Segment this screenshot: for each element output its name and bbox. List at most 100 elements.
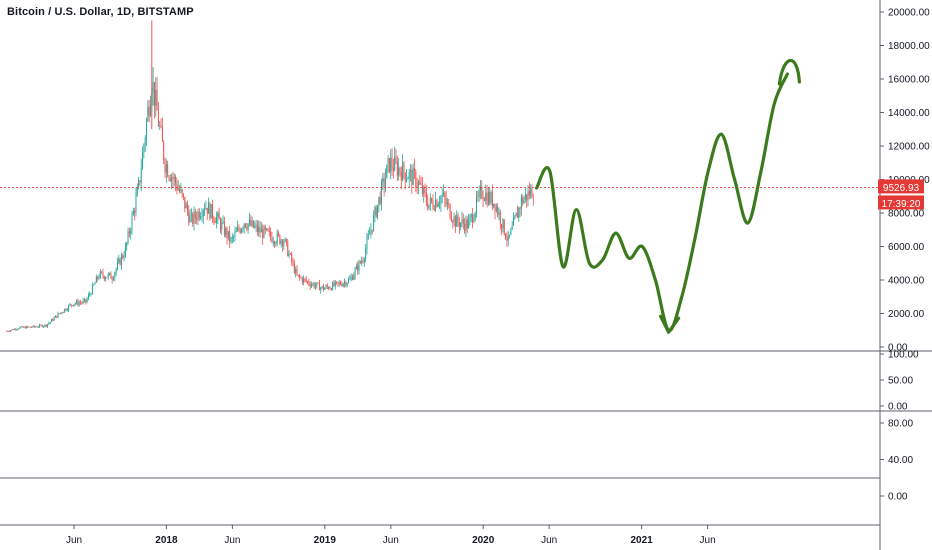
candle-body [242,228,244,230]
candle-body [122,255,124,258]
candle-body [530,188,532,196]
candle-body [186,204,188,212]
candle-body [465,219,467,231]
candle-body [227,231,229,239]
candle-body [263,226,265,238]
candle-body [56,315,58,318]
time-tick-label: 2018 [155,535,178,546]
candle-body [291,253,293,262]
candle-body [396,161,398,176]
candle-body [332,282,334,290]
candle-body [156,89,158,111]
candle-body [371,229,373,231]
candle-body [182,193,184,197]
candle-body [24,326,26,329]
candle-body [518,207,520,218]
candle-body [354,269,356,276]
candle-body [403,162,405,173]
candle-body [246,227,248,230]
candle-body [283,241,285,246]
hand-drawn-forecast-path[interactable] [535,72,789,332]
candle-body [268,231,270,232]
candle-body [83,299,85,301]
candle-body [419,181,421,184]
candle-body [254,226,256,228]
candle-body [328,287,330,289]
candle-body [449,204,451,219]
candle-body [301,278,303,283]
candle-body [221,222,223,230]
candle-body [76,300,78,304]
candle-body [322,286,324,290]
candle-body [479,186,481,191]
candle-body [31,327,33,328]
time-tick-label: Jun [541,535,557,546]
candle-body [147,107,149,121]
candle-body [177,188,179,191]
countdown-tag[interactable]: 17:39:20 [878,195,924,210]
candle-body [12,329,14,331]
candle-body [272,241,274,243]
candle-body [395,156,397,162]
candle-body [345,281,347,286]
candle-body [358,261,360,271]
candle-body [410,169,412,172]
candle-body [274,241,276,244]
candle-body [325,285,327,289]
candle-body [510,229,512,235]
candle-body [148,107,150,116]
candle-body [66,309,68,311]
candle-body [303,278,305,283]
price-tick-label: 4000.00 [888,276,925,287]
candle-body [20,326,22,328]
candle-body [175,176,177,184]
candle-body [19,327,21,329]
candle-body [10,330,12,332]
candle-body [163,141,165,161]
candle-body [498,212,500,215]
candle-body [431,198,433,202]
candle-body [338,282,340,284]
candle-body [326,285,328,288]
candle-body [380,181,382,204]
candle-body [436,200,438,207]
candle-body [238,227,240,230]
candle-body [388,158,390,172]
candle-body [452,220,454,223]
candle-body [313,283,315,288]
candle-body [417,181,419,187]
candle-body [359,261,361,263]
candle-body [469,216,471,221]
candle-body [259,226,261,233]
candle-body [103,276,105,280]
indicator2-axis-ticks: 0.00 40.00 80.00 [880,419,913,503]
candle-body [312,283,314,285]
candle-body [406,178,408,182]
candle-body [93,284,95,286]
time-tick-label: 2020 [472,535,495,546]
indicator-tick-label: 0.00 [888,492,908,503]
candle-body [413,168,415,172]
candle-body [250,219,252,226]
candle-body [519,207,521,210]
candle-body [421,184,423,195]
candle-body [123,256,125,258]
candle-body [201,216,203,218]
last-price-tag[interactable]: 9526.93 [878,179,924,194]
candle-body [62,312,64,313]
candle-body [531,188,533,198]
candle-body [37,326,39,328]
candle-body [441,194,443,197]
candle-body [398,167,400,176]
candle-body [140,169,142,183]
candle-body [357,265,359,271]
candle-body [275,242,277,244]
candle-body [412,168,414,186]
candle-body [86,298,88,303]
candle-body [415,171,417,187]
candle-body [297,275,299,276]
candle-body [427,201,429,209]
candle-body [223,221,225,236]
candle-body [489,192,491,203]
